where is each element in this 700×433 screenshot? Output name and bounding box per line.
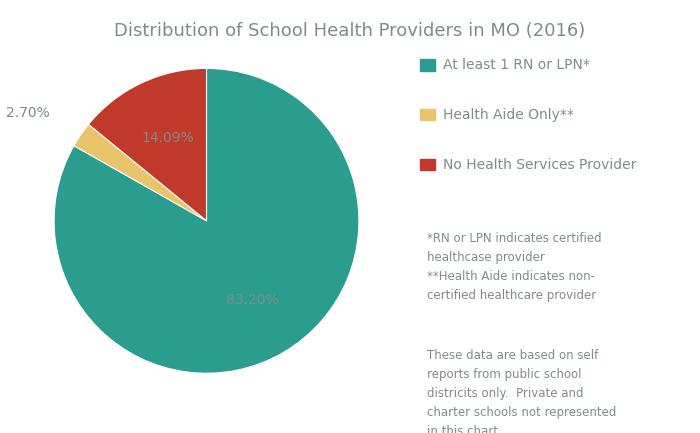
Wedge shape bbox=[54, 68, 359, 373]
Text: No Health Services Provider: No Health Services Provider bbox=[443, 158, 636, 171]
Text: Health Aide Only**: Health Aide Only** bbox=[443, 108, 574, 122]
Text: At least 1 RN or LPN*: At least 1 RN or LPN* bbox=[443, 58, 590, 72]
Text: 2.70%: 2.70% bbox=[6, 106, 49, 120]
Text: *RN or LPN indicates certified
healthcase provider
**Health Aide indicates non-
: *RN or LPN indicates certified healthcas… bbox=[427, 232, 601, 302]
Wedge shape bbox=[74, 124, 206, 221]
Text: 14.09%: 14.09% bbox=[141, 131, 194, 145]
Text: These data are based on self
reports from public school
districits only.  Privat: These data are based on self reports fro… bbox=[427, 349, 617, 433]
Text: Distribution of School Health Providers in MO (2016): Distribution of School Health Providers … bbox=[114, 22, 586, 40]
Wedge shape bbox=[88, 68, 206, 221]
Text: 83.20%: 83.20% bbox=[226, 293, 279, 307]
